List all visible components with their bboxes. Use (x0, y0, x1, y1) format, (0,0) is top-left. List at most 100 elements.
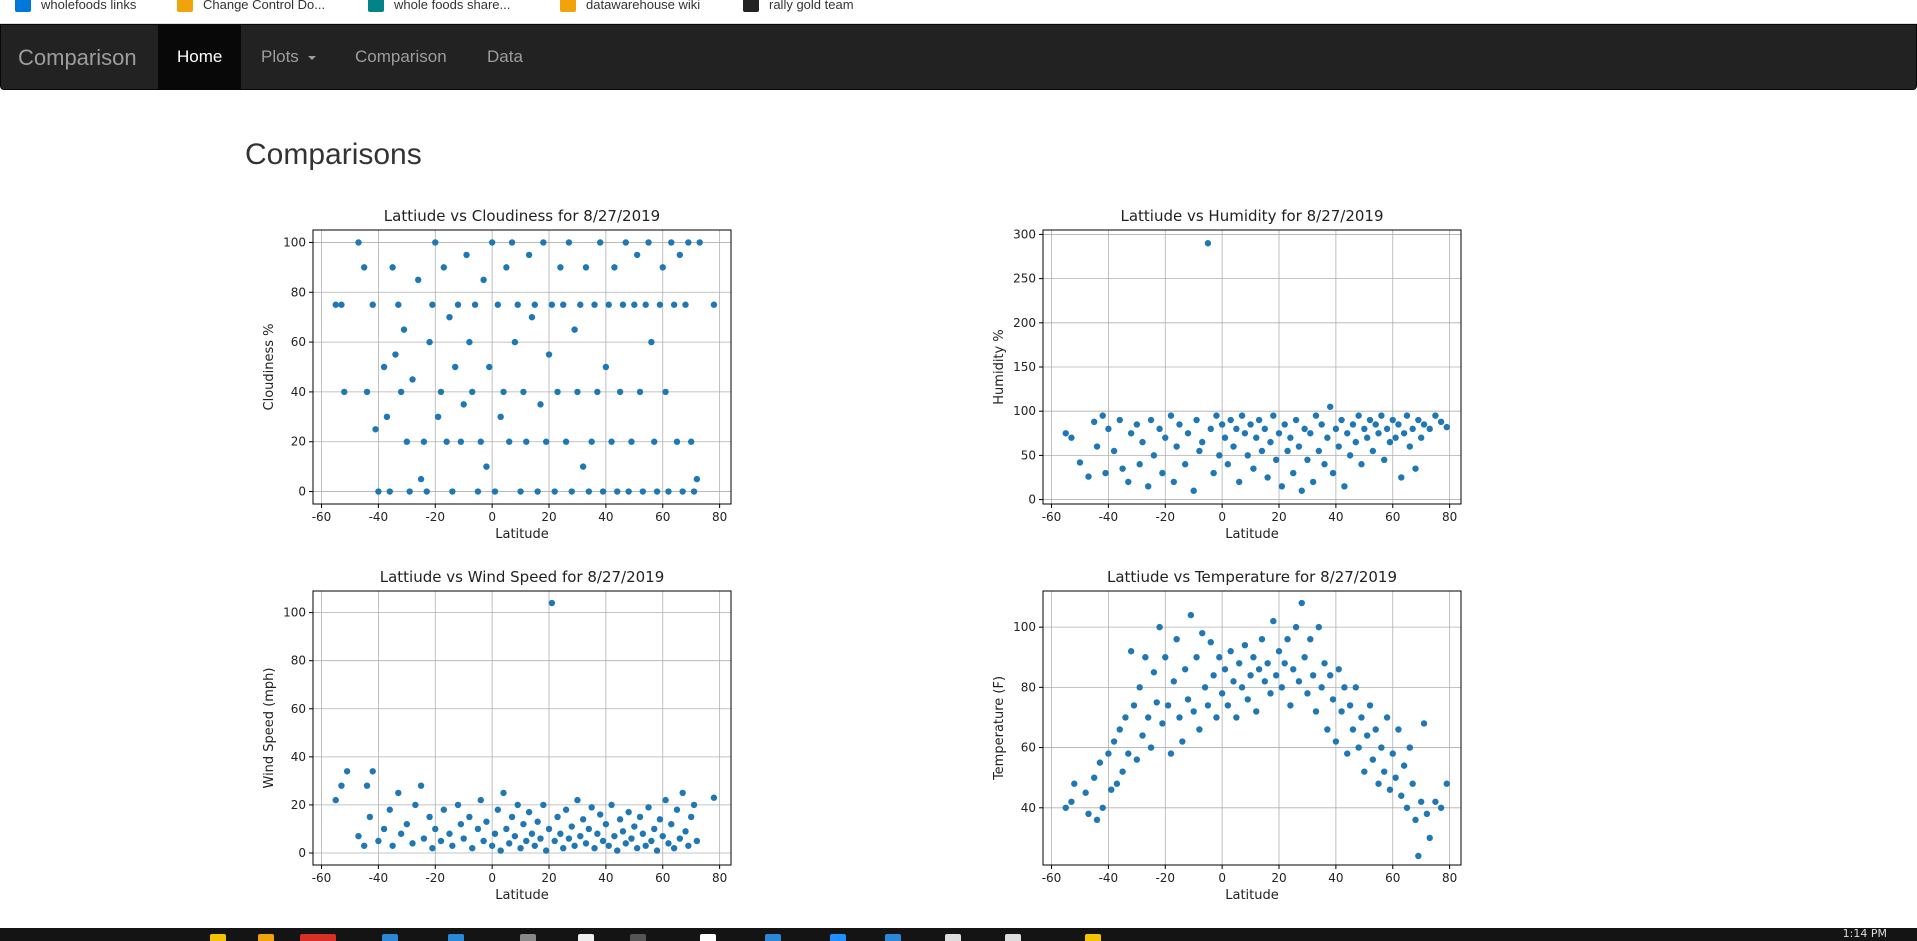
taskbar-app-icon[interactable] (885, 934, 901, 941)
data-point (469, 844, 476, 852)
data-point (639, 830, 647, 837)
data-point (477, 438, 484, 445)
taskbar-app-icon[interactable] (382, 934, 398, 941)
taskbar-app-icon[interactable] (448, 934, 464, 941)
taskbar-app-icon[interactable] (1085, 934, 1101, 941)
data-point (585, 488, 593, 495)
taskbar-app-icon[interactable] (578, 934, 594, 941)
data-point (1176, 714, 1183, 721)
data-point (1216, 654, 1223, 661)
data-point (517, 844, 524, 852)
data-point (332, 796, 339, 804)
data-point (1403, 412, 1411, 419)
data-point (1278, 684, 1286, 691)
taskbar-app-icon[interactable] (210, 934, 226, 941)
data-point (1236, 478, 1243, 486)
data-point (466, 813, 473, 821)
bookmark-item[interactable]: datawarehouse wiki (560, 0, 700, 14)
data-point (685, 239, 692, 246)
data-point (1119, 465, 1126, 472)
data-point (363, 782, 371, 789)
bookmark-item[interactable]: Change Control Do... (177, 0, 325, 14)
data-point (1415, 416, 1422, 424)
data-point (1349, 421, 1357, 428)
data-point (1378, 412, 1385, 419)
data-point (1318, 421, 1325, 428)
data-point (1326, 403, 1334, 410)
taskbar-app-icon[interactable] (1005, 934, 1021, 941)
nav-comparison[interactable]: Comparison (355, 47, 447, 66)
y-tick-label: 40 (291, 385, 306, 399)
data-point (449, 842, 456, 849)
taskbar-app-icon[interactable] (765, 934, 781, 941)
data-point (483, 818, 490, 825)
data-point (1173, 443, 1180, 450)
data-point (363, 388, 371, 396)
data-point (648, 837, 655, 845)
bookmark-item[interactable]: rally gold team (743, 0, 854, 14)
taskbar-app-icon[interactable] (945, 934, 961, 941)
data-point (557, 830, 564, 837)
data-point (1366, 416, 1374, 424)
nav-data[interactable]: Data (487, 47, 523, 66)
data-point (1363, 732, 1371, 739)
data-point (469, 388, 476, 396)
data-point (1346, 452, 1354, 459)
data-point (642, 301, 649, 308)
data-point (1292, 416, 1300, 424)
x-tick-label: 80 (1442, 510, 1457, 524)
data-point (400, 326, 408, 333)
y-axis-label: Humidity % (992, 329, 1007, 404)
data-point (523, 438, 530, 445)
data-point (1426, 834, 1433, 842)
data-point (437, 837, 445, 845)
taskbar-app-icon[interactable] (700, 934, 716, 941)
nav-plots-label: Plots (261, 47, 299, 66)
data-point (1099, 412, 1106, 419)
data-point (463, 251, 470, 259)
navbar-brand[interactable]: Comparison (18, 45, 137, 70)
data-point (1241, 430, 1249, 437)
data-point (1170, 478, 1178, 486)
sharepoint-icon (368, 0, 384, 12)
data-point (1381, 768, 1388, 775)
data-point (511, 832, 519, 840)
data-point (474, 825, 482, 833)
data-point (1321, 660, 1328, 667)
taskbar-app-icon[interactable] (630, 934, 646, 941)
taskbar-app-icon[interactable] (830, 934, 846, 941)
chrome-icon[interactable] (300, 934, 336, 941)
data-point (1315, 447, 1323, 455)
data-point (1156, 425, 1163, 433)
data-point (1136, 684, 1143, 691)
data-point (372, 426, 379, 433)
nav-home[interactable]: Home (158, 25, 242, 89)
data-point (1147, 416, 1155, 424)
data-point (1176, 421, 1183, 428)
data-point (1090, 418, 1098, 425)
data-point (1230, 443, 1237, 450)
data-point (679, 488, 686, 495)
data-point (1432, 798, 1439, 805)
data-point (1281, 421, 1288, 428)
data-point (483, 463, 490, 470)
data-point (369, 768, 376, 775)
taskbar-app-icon[interactable] (520, 934, 536, 941)
chart-title: Lattiude vs Cloudiness for 8/27/2019 (384, 207, 660, 225)
data-point (1400, 762, 1408, 769)
file-explorer-icon[interactable] (258, 934, 274, 941)
data-point (417, 782, 425, 789)
data-point (1341, 483, 1348, 490)
data-point (1093, 816, 1101, 824)
bookmark-label: datawarehouse wiki (586, 0, 701, 12)
data-point (1105, 750, 1112, 757)
data-point (1298, 487, 1305, 494)
data-point (380, 825, 388, 833)
data-point (480, 276, 487, 284)
data-point (506, 840, 513, 847)
nav-plots-dropdown[interactable]: Plots (242, 25, 335, 89)
data-point (514, 801, 521, 809)
bookmark-item[interactable]: whole foods share... (368, 0, 510, 14)
bookmark-item[interactable]: wholefoods links (15, 0, 136, 14)
data-point (1332, 425, 1340, 433)
